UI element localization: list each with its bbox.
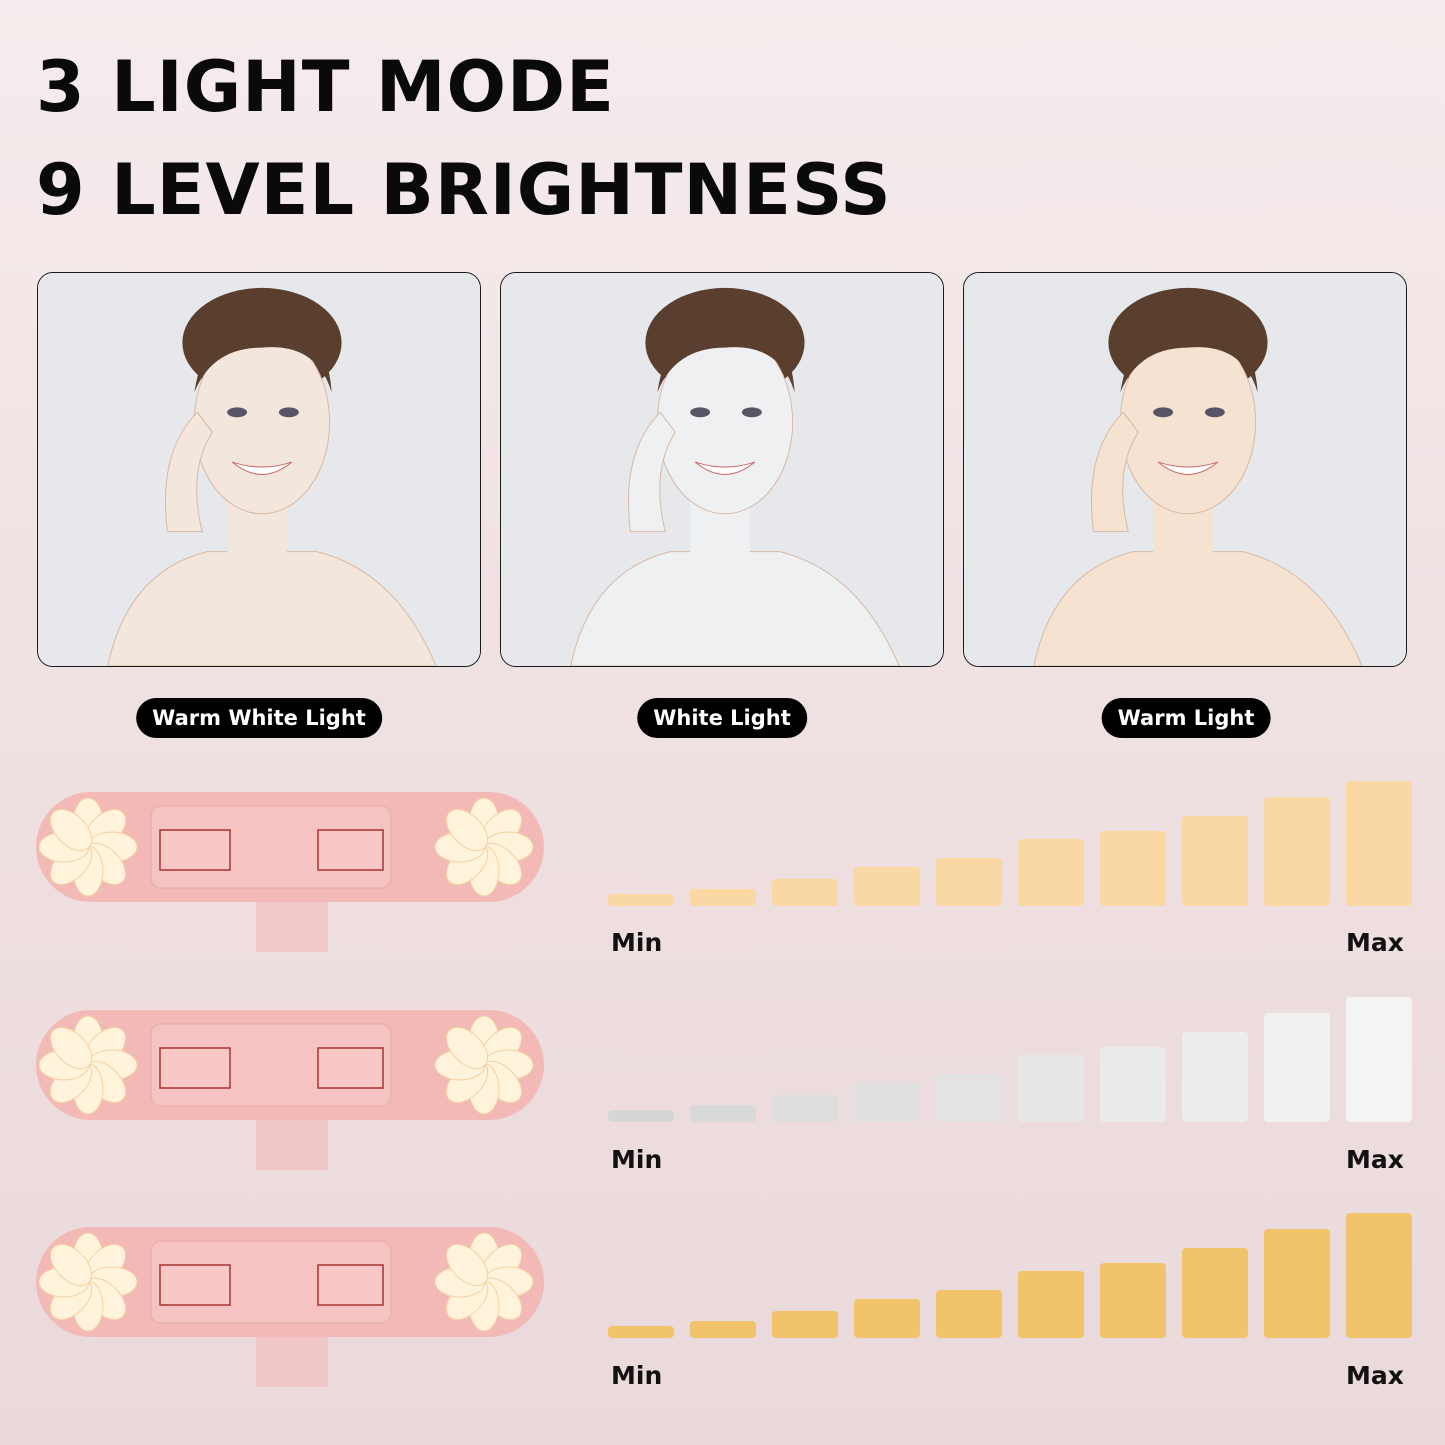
clip-light-icon bbox=[36, 792, 544, 952]
brightness-level-bar bbox=[854, 1299, 920, 1338]
light-device-warm bbox=[36, 1227, 544, 1387]
brightness-level-bar bbox=[1264, 1013, 1330, 1122]
brightness-level-bar bbox=[772, 879, 838, 906]
led-left bbox=[38, 1015, 138, 1115]
brightness-level-bar bbox=[772, 1311, 838, 1338]
brightness-level-bar bbox=[1182, 1248, 1248, 1338]
photo-warm-white bbox=[37, 272, 481, 667]
brightness-level-bar bbox=[936, 1074, 1002, 1122]
brightness-level-bar bbox=[1100, 1047, 1166, 1122]
mode-label-warm: Warm Light bbox=[1101, 698, 1271, 738]
brightness-level-bar bbox=[690, 889, 756, 906]
brightness-level-bar bbox=[772, 1095, 838, 1122]
led-right bbox=[434, 1015, 534, 1115]
min-label-1: Min bbox=[611, 928, 663, 957]
max-label-3: Max bbox=[1346, 1361, 1404, 1390]
brightness-level-bar bbox=[1346, 781, 1412, 906]
clip-light-icon bbox=[36, 1227, 544, 1387]
max-label-1: Max bbox=[1346, 928, 1404, 957]
brightness-level-bar bbox=[1018, 1271, 1084, 1338]
photo-warm bbox=[963, 272, 1407, 667]
headline-line-1: 3 LIGHT MODE bbox=[36, 46, 615, 128]
clip-light-icon bbox=[36, 1010, 544, 1170]
brightness-level-bar bbox=[854, 867, 920, 906]
portrait-image bbox=[38, 273, 480, 666]
brightness-bars-3 bbox=[608, 1208, 1412, 1338]
brightness-level-bar bbox=[1182, 1032, 1248, 1122]
brightness-level-bar bbox=[854, 1083, 920, 1122]
brightness-bars-2 bbox=[608, 992, 1412, 1122]
photo-white bbox=[500, 272, 944, 667]
light-device-warm-white bbox=[36, 792, 544, 952]
brightness-level-bar bbox=[1346, 1213, 1412, 1338]
max-label-2: Max bbox=[1346, 1145, 1404, 1174]
brightness-level-bar bbox=[1018, 1055, 1084, 1122]
mode-label-warm-white: Warm White Light bbox=[136, 698, 382, 738]
brightness-level-bar bbox=[690, 1321, 756, 1338]
min-label-2: Min bbox=[611, 1145, 663, 1174]
brightness-level-bar bbox=[1182, 816, 1248, 906]
led-left bbox=[38, 797, 138, 897]
brightness-level-bar bbox=[1100, 831, 1166, 906]
headline-line-2: 9 LEVEL BRIGHTNESS bbox=[36, 149, 892, 231]
brightness-level-bar bbox=[608, 894, 674, 906]
portrait-image bbox=[964, 273, 1406, 666]
portrait-image bbox=[501, 273, 943, 666]
min-label-3: Min bbox=[611, 1361, 663, 1390]
brightness-level-bar bbox=[1018, 839, 1084, 906]
brightness-level-bar bbox=[608, 1326, 674, 1338]
led-left bbox=[38, 1232, 138, 1332]
led-right bbox=[434, 797, 534, 897]
brightness-level-bar bbox=[1264, 1229, 1330, 1338]
brightness-level-bar bbox=[1100, 1263, 1166, 1338]
brightness-level-bar bbox=[690, 1105, 756, 1122]
led-right bbox=[434, 1232, 534, 1332]
brightness-level-bar bbox=[936, 858, 1002, 906]
brightness-bars-1 bbox=[608, 776, 1412, 906]
brightness-level-bar bbox=[1346, 997, 1412, 1122]
mode-label-white: White Light bbox=[637, 698, 807, 738]
brightness-level-bar bbox=[936, 1290, 1002, 1338]
brightness-level-bar bbox=[1264, 797, 1330, 906]
light-device-white bbox=[36, 1010, 544, 1170]
brightness-level-bar bbox=[608, 1110, 674, 1122]
